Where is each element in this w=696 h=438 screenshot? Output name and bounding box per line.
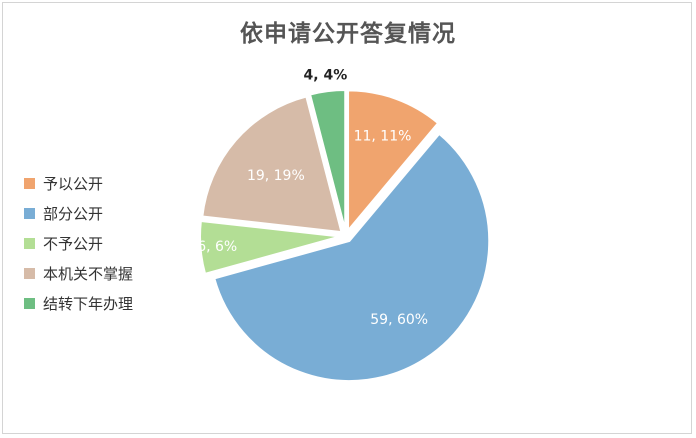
legend-label-3: 本机关不掌握 [43, 264, 134, 283]
pie-slice-4 [308, 89, 347, 231]
legend-swatch-3 [24, 267, 35, 279]
slice-label-2: 6, 6% [197, 239, 237, 255]
slice-label-3: 19, 19% [247, 168, 305, 184]
legend-item-2: 不予公开 [24, 232, 133, 254]
legend-swatch-2 [24, 237, 35, 249]
legend-item-0: 予以公开 [24, 172, 133, 194]
legend-label-2: 不予公开 [43, 234, 104, 253]
legend-swatch-1 [24, 207, 35, 219]
legend-swatch-0 [24, 177, 35, 189]
legend-label-4: 结转下年办理 [43, 294, 134, 313]
legend-label-1: 部分公开 [43, 204, 104, 223]
pie-slice-1 [213, 132, 491, 383]
pie-slice-3 [201, 95, 343, 234]
slice-label-1: 59, 60% [370, 312, 428, 328]
legend-item-1: 部分公开 [24, 202, 133, 224]
legend-swatch-4 [24, 297, 35, 309]
legend-label-0: 予以公开 [43, 174, 104, 193]
legend-item-4: 结转下年办理 [24, 292, 133, 314]
legend: 予以公开 部分公开 不予公开 本机关不掌握 结转下年办理 [24, 172, 133, 322]
slice-label-0: 11, 11% [354, 129, 412, 145]
chart-title: 依申请公开答复情况 [240, 21, 456, 47]
pie-slice-2 [199, 219, 341, 276]
pie-slice-0 [347, 89, 440, 234]
legend-item-3: 本机关不掌握 [24, 262, 133, 284]
slice-label-4: 4, 4% [304, 68, 348, 84]
